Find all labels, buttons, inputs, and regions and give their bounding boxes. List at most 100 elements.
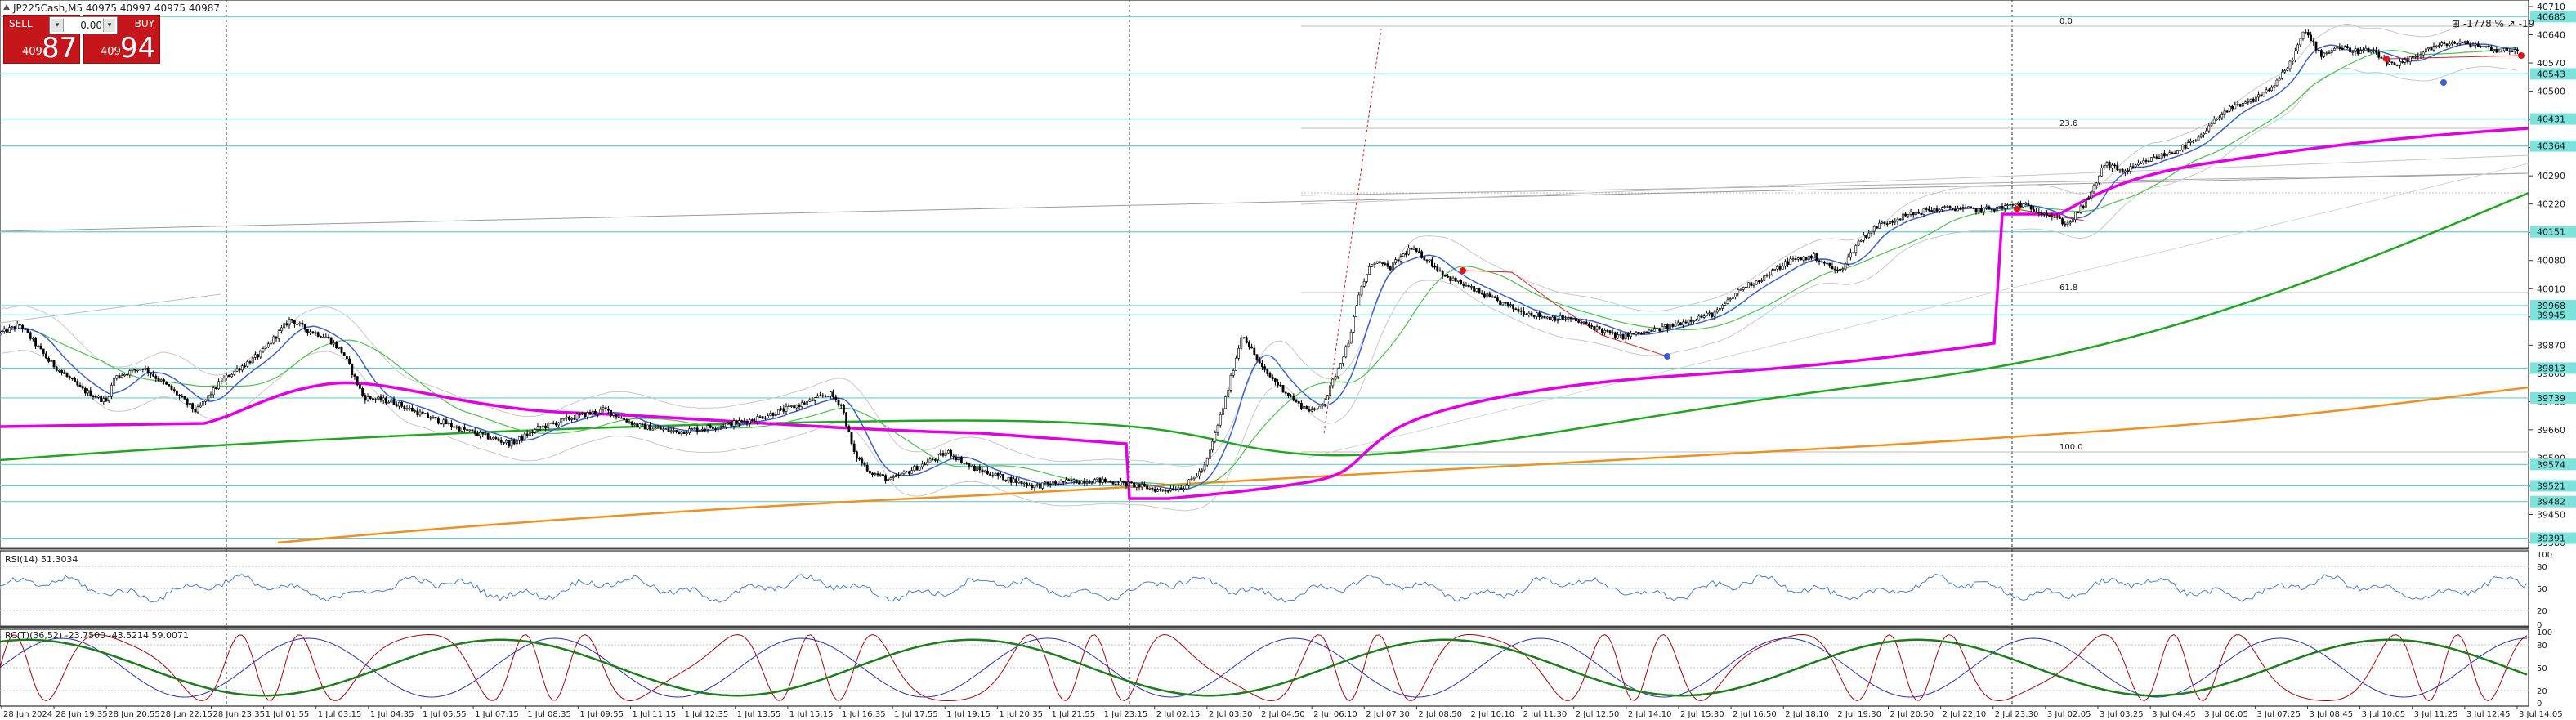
candle	[1687, 319, 1690, 327]
candle	[2022, 203, 2025, 208]
candle	[1122, 480, 1125, 485]
candle	[1447, 273, 1450, 279]
candle	[322, 333, 325, 338]
candle	[1569, 316, 1572, 323]
candle	[2163, 150, 2166, 159]
candle	[2399, 58, 2401, 69]
trend-lines	[0, 28, 2529, 458]
candle	[395, 401, 398, 408]
candle	[704, 427, 707, 432]
candle	[2027, 200, 2030, 206]
candle	[2176, 150, 2179, 155]
candle	[633, 422, 636, 427]
lot-decrease-icon[interactable]: ▾	[51, 19, 64, 32]
candle	[1460, 279, 1463, 285]
candle	[146, 366, 150, 377]
candle	[1336, 367, 1339, 380]
stoch-axis: 100 80 50 20 0	[2537, 628, 2552, 709]
candle	[44, 351, 47, 360]
candle	[2464, 40, 2466, 45]
symbol-collapse-icon[interactable]	[3, 4, 10, 10]
candle	[1763, 275, 1766, 282]
candle	[1538, 310, 1541, 320]
moving-average-green	[0, 191, 2529, 462]
candle	[743, 418, 746, 424]
time-tick-label: 2 Jul 06:10	[1313, 710, 1357, 719]
candle	[1347, 340, 1350, 348]
lot-increase-icon[interactable]: ▾	[103, 19, 115, 32]
candle	[2406, 56, 2409, 65]
candle	[1648, 328, 1651, 334]
candle	[2074, 211, 2077, 223]
candle	[858, 456, 861, 461]
candle	[837, 397, 840, 408]
candle	[1295, 398, 1298, 404]
svg-text:40685: 40685	[2537, 11, 2565, 22]
candle	[92, 394, 95, 400]
candle	[246, 359, 249, 368]
sell-button[interactable]: SELL 409 87	[3, 15, 80, 65]
candle	[1355, 304, 1358, 317]
candle	[895, 473, 897, 478]
candle	[2304, 29, 2307, 34]
time-tick-label: 3 Jul 14:05	[2519, 710, 2563, 719]
candle	[150, 372, 152, 378]
candle	[2414, 54, 2417, 60]
candle	[787, 403, 790, 409]
candle	[824, 394, 827, 398]
candle	[1297, 400, 1300, 407]
candle	[549, 422, 552, 424]
svg-text:39945: 39945	[2537, 310, 2565, 320]
candle	[1902, 210, 1904, 224]
candle	[863, 461, 866, 467]
buy-button[interactable]: BUY 409 94	[83, 15, 160, 65]
candle	[1000, 471, 1002, 478]
candle	[1277, 378, 1280, 388]
candle	[364, 393, 367, 404]
candle	[2351, 51, 2355, 56]
candle	[1174, 485, 1178, 491]
candle	[711, 426, 714, 431]
candle	[81, 382, 84, 391]
candle	[2197, 134, 2200, 141]
candle	[2312, 38, 2315, 47]
candle	[1135, 484, 1138, 491]
sell-label: SELL	[9, 18, 33, 29]
candle	[358, 382, 361, 391]
candle	[1938, 208, 1941, 214]
candle	[2051, 212, 2054, 221]
candle	[2307, 29, 2310, 38]
lot-size-input[interactable]: ▾ 0.00 ▾	[49, 16, 118, 34]
candle	[2042, 212, 2046, 217]
candle	[303, 323, 306, 333]
candle	[1637, 331, 1640, 337]
candle	[1791, 256, 1795, 262]
candle	[58, 369, 60, 373]
candle	[1813, 252, 1816, 259]
candle	[2035, 208, 2038, 213]
candle	[1878, 219, 1881, 229]
candle	[2129, 163, 2132, 174]
candle	[619, 416, 623, 419]
candle	[968, 462, 971, 470]
candle	[934, 458, 937, 463]
candle	[941, 450, 945, 458]
candle	[798, 403, 801, 409]
candle	[1467, 283, 1470, 289]
candle	[2288, 60, 2292, 72]
candle	[706, 423, 709, 433]
candle	[832, 389, 835, 400]
candle	[1313, 407, 1316, 412]
candle	[2011, 203, 2015, 207]
candle	[1263, 364, 1267, 373]
candle	[1525, 312, 1528, 315]
candle	[332, 339, 335, 347]
candle	[735, 419, 738, 424]
candle	[377, 395, 380, 401]
candle	[1588, 321, 1590, 329]
candle	[105, 395, 108, 403]
candle	[1470, 284, 1473, 290]
time-tick-label: 3 Jul 10:05	[2362, 710, 2406, 719]
candle	[1957, 205, 1960, 212]
